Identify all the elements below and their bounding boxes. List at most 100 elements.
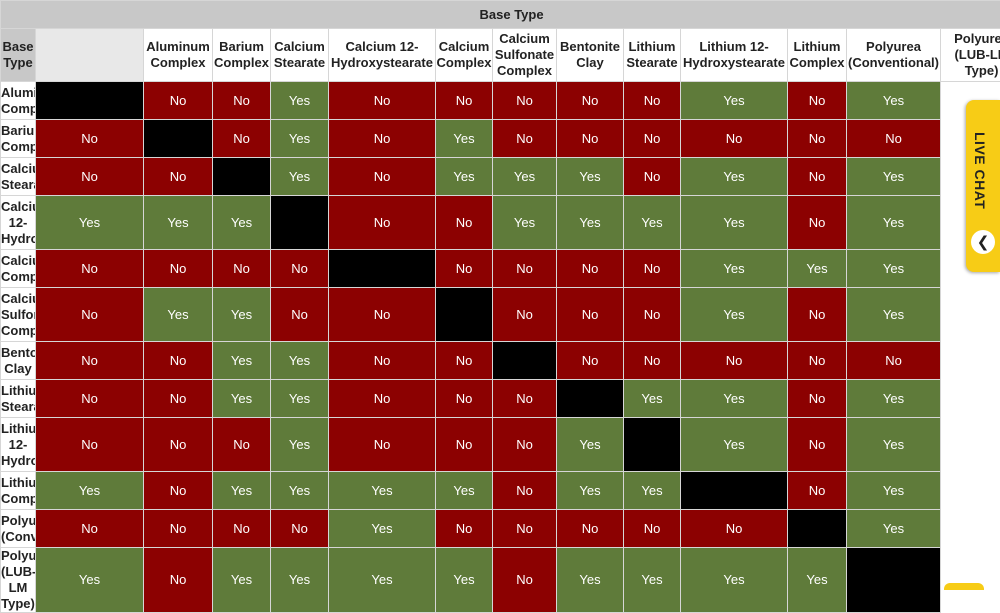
live-chat-label: LIVE CHAT [972, 132, 988, 209]
column-header-polyurea-conventional[interactable]: Polyurea (Conventional) [847, 29, 941, 82]
compatibility-cell: Yes [624, 380, 681, 418]
compatibility-cell: No [493, 120, 557, 158]
compatibility-cell: No [557, 342, 624, 380]
compatibility-cell: No [557, 120, 624, 158]
same-type-cell [557, 380, 624, 418]
live-chat-tab[interactable]: LIVE CHAT ❮ [966, 100, 1000, 272]
column-header-aluminum-complex: Aluminum Complex [144, 29, 213, 82]
same-type-cell [847, 548, 941, 613]
compatibility-cell: No [624, 158, 681, 196]
compatibility-cell: Yes [681, 380, 788, 418]
compatibility-cell: No [493, 510, 557, 548]
compatibility-cell: No [436, 342, 493, 380]
table-row: Lithium StearateNoNoYesYesNoNoNoYesYesNo… [1, 380, 1000, 418]
corner-cell [36, 29, 144, 82]
compatibility-cell: No [144, 158, 213, 196]
compatibility-cell: No [436, 250, 493, 288]
compatibility-cell: Yes [36, 548, 144, 613]
compatibility-cell: No [493, 472, 557, 510]
table-row: Barium ComplexNoNoYesNoYesNoNoNoNoNoNo [1, 120, 1000, 158]
compatibility-cell: Yes [213, 342, 271, 380]
compatibility-cell: Yes [271, 158, 329, 196]
same-type-cell [436, 288, 493, 342]
compatibility-cell: Yes [624, 548, 681, 613]
row-header-calcium-12-hydroxystearate: Calcium 12-Hydroxystearate [1, 196, 36, 250]
compatibility-cell: Yes [557, 158, 624, 196]
compatibility-cell: Yes [788, 250, 847, 288]
compatibility-cell: Yes [213, 472, 271, 510]
column-header-barium-complex: Barium Complex [213, 29, 271, 82]
compatibility-cell: Yes [213, 196, 271, 250]
table-row: Aluminum ComplexNoNoYesNoNoNoNoNoYesNoYe… [1, 82, 1000, 120]
compatibility-cell: Yes [557, 196, 624, 250]
compatibility-cell: No [329, 418, 436, 472]
compatibility-cell: No [681, 510, 788, 548]
compatibility-cell: No [329, 158, 436, 196]
column-group-title: Base Type [1, 1, 1000, 29]
compatibility-cell: Yes [847, 82, 941, 120]
compatibility-cell: Yes [681, 288, 788, 342]
compatibility-cell: No [329, 120, 436, 158]
compatibility-cell: No [624, 288, 681, 342]
compatibility-cell: Yes [681, 250, 788, 288]
compatibility-cell: No [557, 250, 624, 288]
column-header-lithium-12-hydroxystearate[interactable]: Lithium 12-Hydroxystearate [681, 29, 788, 82]
compatibility-cell: No [36, 120, 144, 158]
column-header-lithium-complex[interactable]: Lithium Complex [788, 29, 847, 82]
compatibility-cell: No [624, 120, 681, 158]
compatibility-cell: Yes [436, 120, 493, 158]
row-header-lithium-complex[interactable]: Lithium Complex [1, 472, 36, 510]
compatibility-cell: Yes [144, 288, 213, 342]
chevron-left-icon[interactable]: ❮ [971, 230, 995, 254]
compatibility-cell: Yes [847, 288, 941, 342]
compatibility-cell: Yes [436, 548, 493, 613]
compatibility-cell: Yes [557, 472, 624, 510]
compatibility-cell: No [436, 82, 493, 120]
compatibility-cell: No [557, 510, 624, 548]
compatibility-cell: No [788, 472, 847, 510]
compatibility-cell: Yes [36, 196, 144, 250]
table-row: Polyurea (LUB-LM Type)YesNoYesYesYesYesN… [1, 548, 1000, 613]
compatibility-cell: Yes [847, 250, 941, 288]
compatibility-cell: Yes [847, 510, 941, 548]
row-header-barium-complex: Barium Complex [1, 120, 36, 158]
compatibility-cell: Yes [624, 196, 681, 250]
table-row: Calcium 12-HydroxystearateYesYesYesNoNoY… [1, 196, 1000, 250]
compatibility-cell: No [144, 510, 213, 548]
row-header-lithium-12-hydroxystearate[interactable]: Lithium 12-Hydroxystearate [1, 418, 36, 472]
chat-widget-tab[interactable] [944, 583, 984, 590]
compatibility-cell: No [493, 380, 557, 418]
compatibility-cell: Yes [271, 82, 329, 120]
compatibility-cell: No [36, 510, 144, 548]
row-header-calcium-sulfonate-complex[interactable]: Calcium Sulfonate Complex [1, 288, 36, 342]
compatibility-cell: No [788, 288, 847, 342]
compatibility-cell: No [493, 82, 557, 120]
compatibility-cell: No [788, 342, 847, 380]
compatibility-cell: No [271, 250, 329, 288]
compatibility-cell: Yes [144, 196, 213, 250]
same-type-cell [36, 82, 144, 120]
column-header-calcium-sulfonate-complex[interactable]: Calcium Sulfonate Complex [493, 29, 557, 82]
column-header-calcium-complex: Calcium Complex [436, 29, 493, 82]
compatibility-cell: No [624, 82, 681, 120]
compatibility-cell: Yes [681, 82, 788, 120]
column-header-polyurea-lub-lm: Polyurea (LUB-LM Type) [941, 29, 1000, 82]
compatibility-cell: Yes [681, 196, 788, 250]
compatibility-cell: No [36, 288, 144, 342]
compatibility-cell: Yes [329, 548, 436, 613]
compatibility-grid: Aluminum ComplexNoNoYesNoNoNoNoNoYesNoYe… [1, 82, 1000, 613]
compatibility-cell: Yes [847, 196, 941, 250]
compatibility-cell: Yes [213, 548, 271, 613]
table-row: Calcium Sulfonate ComplexNoYesYesNoNoNoN… [1, 288, 1000, 342]
row-header-calcium-stearate: Calcium Stearate [1, 158, 36, 196]
compatibility-cell: No [213, 82, 271, 120]
compatibility-cell: No [213, 510, 271, 548]
same-type-cell [493, 342, 557, 380]
compatibility-cell: No [329, 342, 436, 380]
compatibility-cell: No [788, 82, 847, 120]
same-type-cell [213, 158, 271, 196]
same-type-cell [271, 196, 329, 250]
row-header-polyurea-conventional[interactable]: Polyurea (Conventional) [1, 510, 36, 548]
column-header-calcium-stearate: Calcium Stearate [271, 29, 329, 82]
